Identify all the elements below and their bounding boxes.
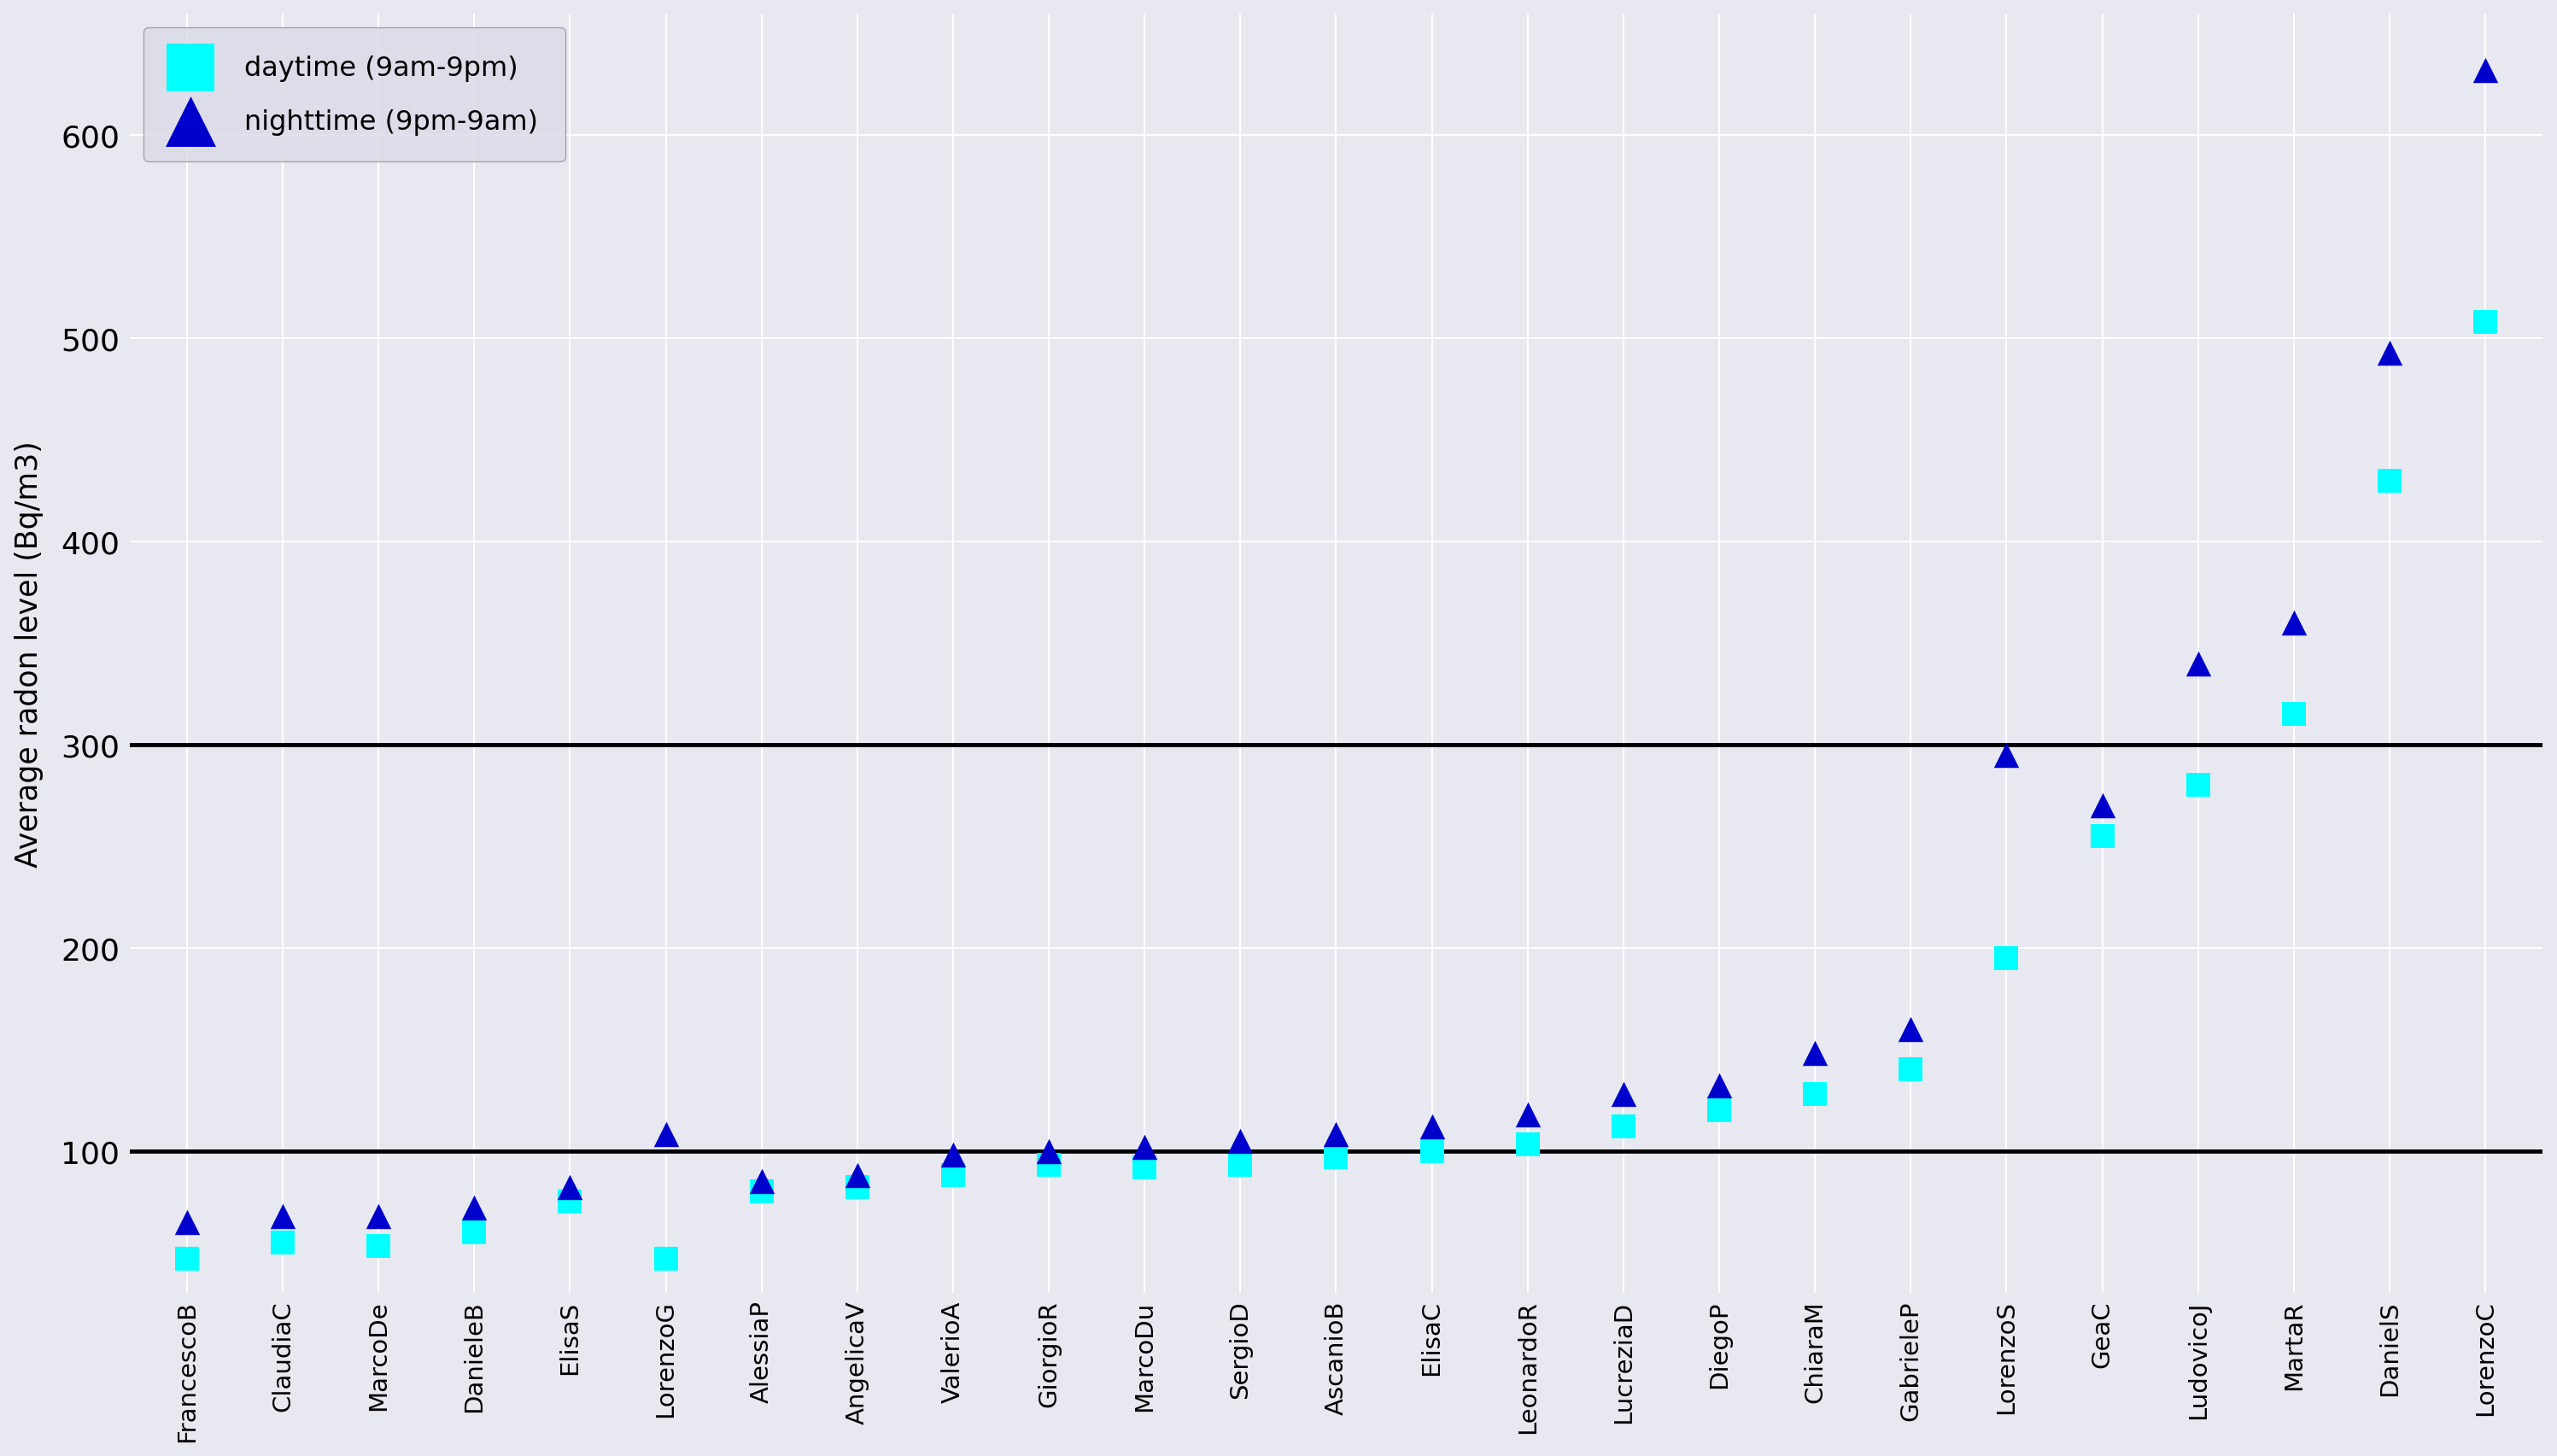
daytime (9am-9pm) <box>1987 946 2028 970</box>
Legend: daytime (9am-9pm), nighttime (9pm-9am): daytime (9am-9pm), nighttime (9pm-9am) <box>143 28 565 163</box>
nighttime (9pm-9am) <box>1125 1136 1166 1159</box>
nighttime (9pm-9am) <box>2273 612 2314 635</box>
daytime (9am-9pm) <box>1506 1133 1547 1156</box>
daytime (9am-9pm) <box>644 1246 685 1270</box>
nighttime (9pm-9am) <box>933 1143 974 1166</box>
daytime (9am-9pm) <box>2273 703 2314 727</box>
nighttime (9pm-9am) <box>1795 1042 1836 1066</box>
nighttime (9pm-9am) <box>358 1204 399 1227</box>
nighttime (9pm-9am) <box>1890 1018 1931 1041</box>
daytime (9am-9pm) <box>2465 312 2506 335</box>
nighttime (9pm-9am) <box>1317 1123 1358 1146</box>
daytime (9am-9pm) <box>1603 1115 1644 1139</box>
daytime (9am-9pm) <box>1411 1139 1452 1162</box>
daytime (9am-9pm) <box>1795 1082 1836 1105</box>
daytime (9am-9pm) <box>263 1230 304 1254</box>
daytime (9am-9pm) <box>1220 1153 1261 1176</box>
nighttime (9pm-9am) <box>2081 794 2122 817</box>
daytime (9am-9pm) <box>2370 469 2411 492</box>
daytime (9am-9pm) <box>358 1235 399 1258</box>
daytime (9am-9pm) <box>933 1163 974 1187</box>
nighttime (9pm-9am) <box>1603 1082 1644 1105</box>
daytime (9am-9pm) <box>1698 1099 1739 1123</box>
nighttime (9pm-9am) <box>2179 652 2219 676</box>
daytime (9am-9pm) <box>1028 1153 1069 1176</box>
daytime (9am-9pm) <box>166 1246 207 1270</box>
nighttime (9pm-9am) <box>1028 1139 1069 1162</box>
nighttime (9pm-9am) <box>550 1176 591 1200</box>
nighttime (9pm-9am) <box>1698 1075 1739 1098</box>
nighttime (9pm-9am) <box>1220 1128 1261 1152</box>
daytime (9am-9pm) <box>2081 824 2122 847</box>
daytime (9am-9pm) <box>1125 1156 1166 1179</box>
Y-axis label: Average radon level (Bq/m3): Average radon level (Bq/m3) <box>15 440 43 866</box>
nighttime (9pm-9am) <box>836 1163 877 1187</box>
daytime (9am-9pm) <box>836 1176 877 1200</box>
nighttime (9pm-9am) <box>263 1204 304 1227</box>
daytime (9am-9pm) <box>1317 1146 1358 1169</box>
nighttime (9pm-9am) <box>1506 1102 1547 1125</box>
nighttime (9pm-9am) <box>742 1169 782 1192</box>
daytime (9am-9pm) <box>1890 1059 1931 1082</box>
daytime (9am-9pm) <box>742 1179 782 1203</box>
nighttime (9pm-9am) <box>2370 342 2411 365</box>
nighttime (9pm-9am) <box>1411 1115 1452 1139</box>
nighttime (9pm-9am) <box>166 1210 207 1233</box>
daytime (9am-9pm) <box>2179 775 2219 798</box>
nighttime (9pm-9am) <box>644 1123 685 1146</box>
nighttime (9pm-9am) <box>453 1195 494 1219</box>
daytime (9am-9pm) <box>453 1220 494 1243</box>
nighttime (9pm-9am) <box>1987 744 2028 767</box>
nighttime (9pm-9am) <box>2465 60 2506 83</box>
daytime (9am-9pm) <box>550 1190 591 1213</box>
